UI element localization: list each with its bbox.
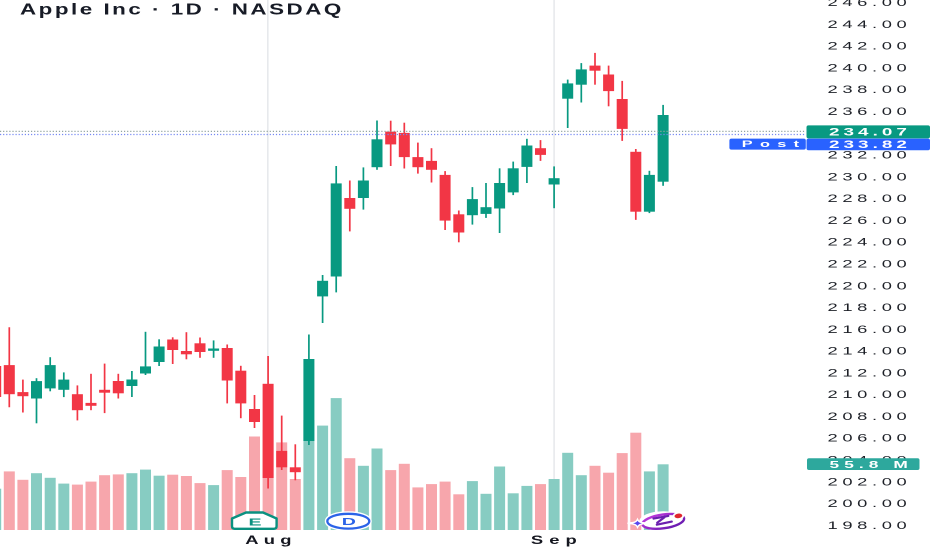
- svg-text:238.00: 238.00: [828, 84, 912, 96]
- svg-text:224.00: 224.00: [828, 236, 912, 248]
- svg-text:Apple Inc · 1D · NASDAQ: Apple Inc · 1D · NASDAQ: [20, 1, 344, 19]
- svg-text:236.00: 236.00: [828, 106, 912, 118]
- svg-text:Aug: Aug: [245, 534, 297, 547]
- svg-text:198.00: 198.00: [828, 519, 912, 531]
- svg-text:234.07: 234.07: [829, 126, 911, 138]
- svg-text:D: D: [342, 517, 356, 528]
- svg-text:233.82: 233.82: [829, 139, 911, 151]
- svg-text:200.00: 200.00: [828, 498, 912, 510]
- svg-text:210.00: 210.00: [828, 389, 912, 401]
- svg-text:226.00: 226.00: [828, 215, 912, 227]
- svg-text:220.00: 220.00: [828, 280, 912, 292]
- svg-text:E: E: [249, 517, 262, 528]
- svg-text:218.00: 218.00: [828, 302, 912, 314]
- svg-text:246.00: 246.00: [828, 0, 912, 9]
- svg-text:206.00: 206.00: [828, 432, 912, 444]
- svg-text:240.00: 240.00: [828, 62, 912, 74]
- svg-text:244.00: 244.00: [828, 19, 912, 31]
- svg-text:242.00: 242.00: [828, 40, 912, 52]
- svg-text:228.00: 228.00: [828, 193, 912, 205]
- svg-text:230.00: 230.00: [828, 171, 912, 183]
- svg-text:55.8 M: 55.8 M: [830, 459, 913, 470]
- svg-text:212.00: 212.00: [828, 367, 912, 379]
- svg-text:216.00: 216.00: [828, 323, 912, 335]
- svg-text:208.00: 208.00: [828, 411, 912, 423]
- svg-text:232.00: 232.00: [828, 149, 912, 161]
- svg-text:Post: Post: [742, 138, 807, 149]
- svg-text:202.00: 202.00: [828, 476, 912, 488]
- svg-text:222.00: 222.00: [828, 258, 912, 270]
- svg-text:214.00: 214.00: [828, 345, 912, 357]
- svg-text:Sep: Sep: [531, 534, 583, 547]
